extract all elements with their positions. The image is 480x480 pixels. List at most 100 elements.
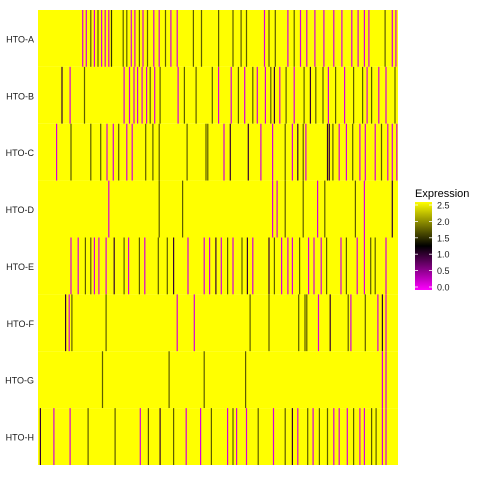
heatmap-cell	[371, 66, 373, 124]
legend-tick-label: 1.5	[437, 233, 450, 243]
heatmap-cell	[237, 66, 239, 124]
heatmap-cell	[93, 10, 95, 67]
heatmap-cell	[193, 294, 195, 352]
heatmap-cell	[200, 408, 202, 465]
heatmap-cell	[314, 10, 316, 67]
heatmap-cell	[245, 10, 248, 67]
heatmap-cell	[177, 66, 179, 124]
heatmap-cell	[249, 294, 251, 352]
heatmap-cell	[105, 294, 107, 352]
heatmap-cell	[53, 408, 55, 465]
heatmap-cell	[395, 10, 397, 67]
heatmap-cell	[357, 10, 359, 67]
heatmap-cell	[385, 351, 387, 409]
heatmap-cell	[134, 10, 136, 67]
heatmap-cell	[385, 294, 387, 352]
legend-tick-label: 1.0	[437, 250, 450, 260]
heatmap-cell	[260, 123, 262, 181]
heatmap-row-hto-c	[38, 123, 398, 181]
heatmap-row-background	[38, 237, 398, 295]
heatmap-cell	[146, 66, 148, 124]
heatmap-cell	[363, 408, 365, 465]
heatmap-cell	[227, 237, 229, 295]
heatmap-cell	[122, 10, 124, 67]
heatmap-cell	[245, 408, 248, 465]
heatmap-cell	[192, 10, 194, 67]
heatmap-cell	[317, 180, 319, 238]
heatmap-cell	[338, 123, 340, 181]
heatmap-cell	[244, 66, 246, 124]
heatmap-cell	[123, 66, 125, 124]
heatmap-cell	[387, 123, 389, 181]
heatmap-cell	[158, 123, 160, 181]
heatmap-cell	[306, 294, 308, 352]
heatmap-cell	[346, 408, 348, 465]
heatmap-cell	[159, 408, 161, 465]
heatmap-cell	[69, 408, 71, 465]
heatmap-cell	[85, 10, 87, 67]
heatmap-cell	[279, 66, 281, 124]
heatmap-cell	[68, 294, 70, 352]
row-label: HTO-B	[6, 91, 34, 101]
heatmap-cell	[158, 180, 160, 238]
heatmap-cell	[284, 180, 286, 238]
heatmap-cell	[291, 123, 293, 181]
heatmap-cell	[347, 294, 349, 352]
legend-tick-label: 0.0	[437, 283, 450, 293]
heatmap-cell	[329, 294, 331, 352]
heatmap-cell	[126, 123, 128, 181]
heatmap-cell	[335, 66, 337, 124]
legend-gradient-rect	[415, 202, 432, 290]
heatmap-cell	[139, 408, 141, 465]
heatmap-cell	[297, 408, 299, 465]
heatmap-cell	[328, 123, 330, 181]
heatmap-cell	[83, 66, 86, 124]
heatmap-cell	[230, 66, 232, 124]
heatmap-cell	[340, 237, 342, 295]
row-label: HTO-A	[6, 34, 34, 44]
heatmap-cell	[236, 408, 238, 465]
heatmap-cell	[276, 180, 278, 238]
heatmap-cell	[284, 408, 286, 465]
heatmap-cell	[104, 10, 106, 67]
heatmap-cell	[322, 66, 324, 124]
heatmap-cell	[281, 237, 283, 295]
heatmap-cell	[187, 237, 189, 295]
heatmap-cell	[218, 10, 220, 67]
heatmap-cell	[362, 66, 364, 124]
heatmap-cell	[345, 237, 347, 295]
heatmap-cell	[263, 10, 266, 67]
heatmap-cell	[299, 10, 302, 67]
heatmap-cell	[138, 237, 140, 295]
legend-tick-label: 2.5	[437, 201, 450, 211]
heatmap-cell	[39, 408, 41, 465]
heatmap-cell	[385, 237, 387, 295]
heatmap-cell	[320, 237, 322, 295]
heatmap-cell	[149, 66, 151, 124]
heatmap-cell	[245, 351, 247, 409]
heatmap-cell	[223, 123, 225, 181]
heatmap-cell	[146, 10, 149, 67]
heatmap-cell	[353, 408, 355, 465]
heatmap-cell	[144, 237, 146, 295]
heatmap-cell	[69, 66, 71, 124]
heatmap-cell	[345, 123, 347, 181]
heatmap-cell	[306, 10, 308, 67]
legend-tick-label: 0.5	[437, 266, 450, 276]
heatmap-cell	[318, 408, 320, 465]
heatmap-cell	[344, 66, 346, 124]
heatmap-cell	[215, 237, 217, 295]
heatmap-cell	[273, 66, 275, 124]
heatmap-cell	[396, 123, 398, 181]
heatmap-cell	[305, 123, 307, 181]
heatmap-cell	[168, 351, 170, 409]
heatmap-cell	[385, 408, 387, 465]
row-label: HTO-D	[6, 205, 35, 215]
heatmap-cell	[203, 351, 205, 409]
heatmap-cell	[287, 10, 289, 67]
heatmap-cell	[87, 408, 89, 465]
heatmap-cell	[284, 123, 286, 181]
heatmap-cell	[90, 10, 92, 67]
heatmap-cell	[100, 123, 102, 181]
heatmap-cell	[332, 123, 334, 181]
